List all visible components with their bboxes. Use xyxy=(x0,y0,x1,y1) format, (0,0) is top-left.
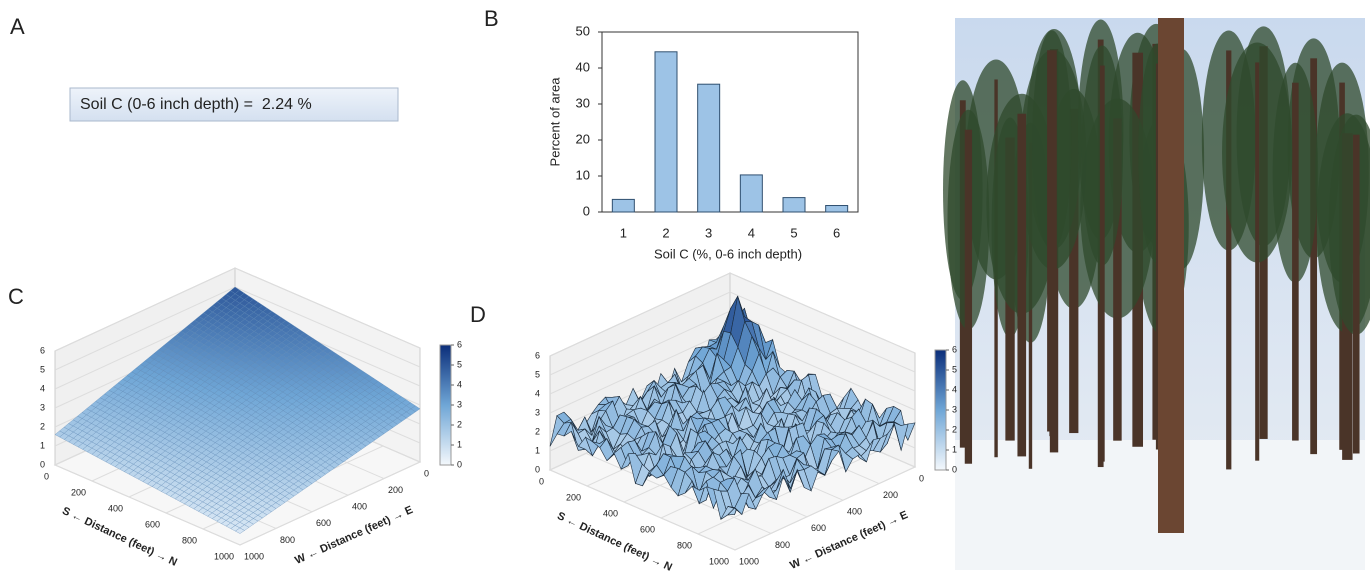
tree-trunk xyxy=(1047,50,1057,431)
panel-label: C xyxy=(8,284,24,309)
z-tick-label: 2 xyxy=(535,426,540,436)
z-tick-label: 3 xyxy=(40,402,45,412)
y-tick-label: 30 xyxy=(576,95,590,110)
x-axis-title: Soil C (%, 0-6 inch depth) xyxy=(654,246,802,261)
colorbar xyxy=(440,345,451,465)
y-tick-label: 200 xyxy=(883,490,898,500)
y-tick-label: 800 xyxy=(775,540,790,550)
bar xyxy=(612,199,634,212)
colorbar-label: 0 xyxy=(457,459,462,469)
y-axis-title: W ← Distance (feet) → E xyxy=(293,504,415,567)
z-tick-label: 4 xyxy=(535,388,540,398)
colorbar-label: 1 xyxy=(952,444,957,454)
z-tick-label: 0 xyxy=(40,459,45,469)
x-tick-label: 5 xyxy=(790,225,797,240)
y-tick-label: 600 xyxy=(811,523,826,533)
x-tick-label: 4 xyxy=(748,225,755,240)
bar xyxy=(826,206,848,212)
colorbar-label: 1 xyxy=(457,439,462,449)
x-axis-title: S ← Distance (feet) → N xyxy=(555,510,674,574)
value-text: Soil C (0-6 inch depth) = 2.24 % xyxy=(80,96,312,113)
colorbar-label: 4 xyxy=(457,379,462,389)
y-tick-label: 0 xyxy=(583,203,590,218)
colorbar-label: 2 xyxy=(457,419,462,429)
x-tick-label: 800 xyxy=(182,535,197,545)
tree-trunk xyxy=(1017,114,1026,457)
panel-label: B xyxy=(484,6,499,31)
x-tick-label: 1 xyxy=(620,225,627,240)
y-tick-label: 600 xyxy=(316,518,331,528)
x-tick-label: 600 xyxy=(640,524,655,534)
y-tick-label: 40 xyxy=(576,59,590,74)
x-tick-label: 200 xyxy=(71,487,86,497)
colorbar-label: 6 xyxy=(457,339,462,349)
x-tick-label: 2 xyxy=(662,225,669,240)
x-tick-label: 6 xyxy=(833,225,840,240)
y-tick-label: 50 xyxy=(576,23,590,38)
x-tick-label: 3 xyxy=(705,225,712,240)
z-tick-label: 6 xyxy=(535,350,540,360)
z-tick-label: 0 xyxy=(535,464,540,474)
panel-label: A xyxy=(10,14,25,39)
tree-trunk xyxy=(1100,66,1105,462)
y-tick-label: 400 xyxy=(352,502,367,512)
colorbar-label: 2 xyxy=(952,424,957,434)
x-tick-label: 0 xyxy=(539,476,544,486)
surface-plot: 0 1 2 3 4 5 6 0 200 400 600 800 1000 0 200 400 600 800 100… xyxy=(535,273,957,574)
x-tick-label: 400 xyxy=(108,503,123,513)
y-tick-label: 10 xyxy=(576,167,590,182)
tree-trunk xyxy=(1158,18,1184,533)
colorbar-label: 5 xyxy=(457,359,462,369)
y-tick-label: 200 xyxy=(388,485,403,495)
surface-plot: 0 1 2 3 4 5 6 0 200 400 600 800 1000 0 200 400 600 800 100… xyxy=(40,268,462,569)
x-tick-label: 1000 xyxy=(709,556,729,566)
bar xyxy=(783,198,805,212)
y-tick-label: 400 xyxy=(847,507,862,517)
colorbar-label: 4 xyxy=(952,384,957,394)
y-axis-title: W ← Distance (feet) → E xyxy=(788,509,910,572)
tree-trunk xyxy=(965,130,972,464)
z-tick-label: 5 xyxy=(535,369,540,379)
colorbar-label: 5 xyxy=(952,364,957,374)
figure: A B C D Soil C (0-6 inch depth) = 2.24 %… xyxy=(0,0,1370,584)
z-tick-label: 3 xyxy=(535,407,540,417)
y-tick-label: 20 xyxy=(576,131,590,146)
z-tick-label: 5 xyxy=(40,364,45,374)
y-tick-label: 0 xyxy=(424,468,429,478)
x-tick-label: 800 xyxy=(677,540,692,550)
tree-trunk xyxy=(1255,62,1259,460)
bar xyxy=(655,52,677,212)
z-tick-label: 4 xyxy=(40,383,45,393)
tree-trunk xyxy=(1353,135,1360,454)
z-tick-label: 2 xyxy=(40,421,45,431)
x-tick-label: 1000 xyxy=(214,551,234,561)
y-axis-title: Percent of area xyxy=(547,77,562,167)
x-axis-title: S ← Distance (feet) → N xyxy=(60,505,179,569)
panel-label: D xyxy=(470,302,486,327)
y-tick-label: 1000 xyxy=(244,551,264,561)
tree-trunk xyxy=(1292,83,1299,441)
x-tick-label: 600 xyxy=(145,519,160,529)
plot-frame xyxy=(602,32,858,212)
y-tick-label: 800 xyxy=(280,535,295,545)
x-tick-label: 400 xyxy=(603,508,618,518)
colorbar-label: 3 xyxy=(952,404,957,414)
colorbar-label: 0 xyxy=(952,464,957,474)
y-tick-label: 1000 xyxy=(739,556,759,566)
page: A B C D Soil C (0-6 inch depth) = 2.24 %… xyxy=(0,0,1370,584)
photo xyxy=(943,18,1370,570)
colorbar xyxy=(935,350,946,470)
z-tick-label: 1 xyxy=(40,440,45,450)
z-tick-label: 1 xyxy=(535,445,540,455)
colorbar-label: 6 xyxy=(952,344,957,354)
y-tick-label: 0 xyxy=(919,473,924,483)
colorbar-label: 3 xyxy=(457,399,462,409)
x-tick-label: 200 xyxy=(566,492,581,502)
x-tick-label: 0 xyxy=(44,471,49,481)
z-tick-label: 6 xyxy=(40,345,45,355)
bar xyxy=(740,175,762,212)
bar xyxy=(698,84,720,212)
